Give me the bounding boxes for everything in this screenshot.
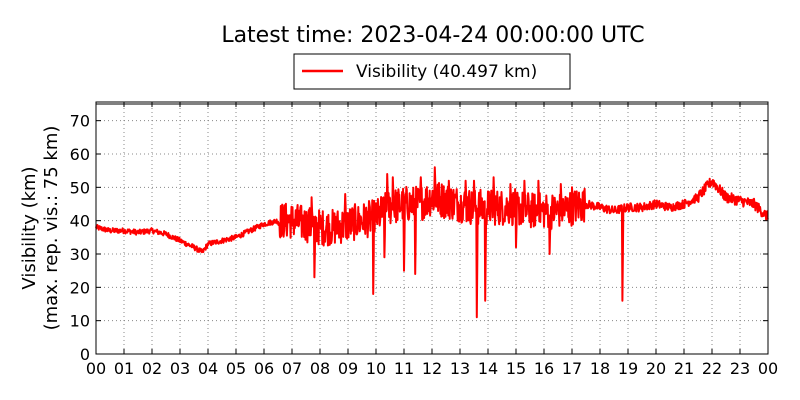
x-tick-label: 04: [198, 359, 218, 378]
x-tick-label: 06: [254, 359, 274, 378]
x-tick-label: 18: [590, 359, 610, 378]
y-tick-label: 10: [70, 312, 90, 331]
y-axis-label: Visibility (km): [19, 166, 40, 289]
x-tick-label: 02: [142, 359, 162, 378]
x-tick-label: 17: [562, 359, 582, 378]
y-tick-label: 60: [70, 145, 90, 164]
x-tick-label: 05: [226, 359, 246, 378]
y-tick-label: 20: [70, 278, 90, 297]
y-tick-label: 40: [70, 212, 90, 231]
x-tick-label: 15: [506, 359, 526, 378]
x-tick-label: 23: [730, 359, 750, 378]
x-tick-label: 16: [534, 359, 554, 378]
y-tick-label: 0: [80, 345, 90, 364]
legend: Visibility (40.497 km): [293, 53, 571, 90]
y-axis-ticks: 0 10 20 30 40 50 60 70: [70, 112, 768, 364]
series-line-visibility: [95, 166, 769, 319]
x-tick-label: 19: [618, 359, 638, 378]
y-axis-sublabel: (max. rep. vis.: 75 km): [41, 126, 62, 331]
x-tick-label: 12: [422, 359, 442, 378]
x-tick-label: 22: [702, 359, 722, 378]
x-tick-label: 00: [86, 359, 106, 378]
x-tick-label: 13: [450, 359, 470, 378]
x-tick-label: 10: [366, 359, 386, 378]
y-tick-label: 30: [70, 245, 90, 264]
y-tick-label: 70: [70, 112, 90, 131]
x-tick-label: 07: [282, 359, 302, 378]
x-tick-label: 14: [478, 359, 498, 378]
plot-area: [95, 166, 769, 319]
x-axis-ticks: 00 01 02 03 04 05 06 07 08 09 10 11 12 13 14 15 16 17 18 19…: [86, 102, 778, 378]
chart-title: Latest time: 2023-04-24 00:00:00 UTC: [221, 23, 644, 48]
x-tick-label: 21: [674, 359, 694, 378]
grid-lines: [96, 104, 768, 354]
x-tick-label: 20: [646, 359, 666, 378]
legend-entry: Visibility (40.497 km): [356, 62, 537, 82]
x-tick-label: 11: [394, 359, 414, 378]
x-tick-label: 00: [758, 359, 778, 378]
x-tick-label: 08: [310, 359, 330, 378]
x-tick-label: 01: [114, 359, 134, 378]
x-tick-label: 09: [338, 359, 358, 378]
y-tick-label: 50: [70, 178, 90, 197]
x-tick-label: 03: [170, 359, 190, 378]
